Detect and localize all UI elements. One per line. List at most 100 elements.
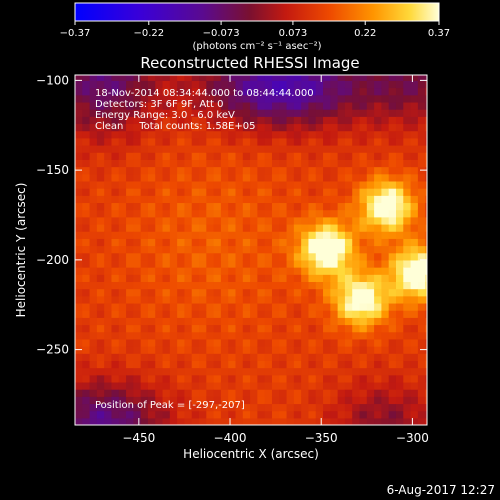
heatmap-cell xyxy=(388,231,397,239)
heatmap-cell xyxy=(104,338,113,347)
heatmap-cell xyxy=(169,410,178,419)
heatmap-cell xyxy=(388,173,397,182)
heatmap-cell xyxy=(184,87,193,96)
heatmap-cell xyxy=(308,75,317,81)
heatmap-cell xyxy=(140,403,149,412)
heatmap-cell xyxy=(403,223,412,232)
heatmap-cell xyxy=(206,281,215,290)
heatmap-cell xyxy=(82,302,91,311)
heatmap-cell xyxy=(133,267,142,275)
colorbar-unit-label: (photons cm⁻² s⁻¹ asec⁻²) xyxy=(192,41,321,52)
heatmap-cell xyxy=(366,338,375,347)
heatmap-cell xyxy=(359,123,368,132)
heatmap-cell xyxy=(191,159,200,168)
heatmap-cell xyxy=(359,267,368,275)
heatmap-cell xyxy=(337,101,346,110)
heatmap-cell xyxy=(199,245,207,254)
heatmap-cell xyxy=(96,252,105,261)
heatmap-cell xyxy=(417,281,426,290)
heatmap-cell xyxy=(315,152,324,160)
heatmap-cell xyxy=(199,389,207,397)
heatmap-cell xyxy=(184,267,193,275)
heatmap-cell xyxy=(162,389,171,397)
heatmap-cell xyxy=(323,195,331,204)
heatmap-cell xyxy=(104,353,113,361)
heatmap-cell xyxy=(323,109,331,117)
heatmap-cell xyxy=(286,295,295,304)
heatmap-cell xyxy=(264,274,273,283)
heatmap-cell xyxy=(82,188,91,196)
heatmap-cell xyxy=(395,252,404,261)
heatmap-cell xyxy=(228,403,237,412)
heatmap-cell xyxy=(359,94,368,103)
heatmap-cell xyxy=(220,367,229,376)
heatmap-cell xyxy=(199,231,207,239)
heatmap-cell xyxy=(366,238,375,247)
heatmap-cell xyxy=(242,281,251,290)
heatmap-cell xyxy=(235,238,244,247)
heatmap-cell xyxy=(381,389,390,397)
heatmap-cell xyxy=(352,195,361,204)
heatmap-cell xyxy=(293,216,302,225)
heatmap-cell xyxy=(199,396,207,405)
heatmap-cell xyxy=(403,87,412,96)
heatmap-cell xyxy=(228,87,237,96)
heatmap-cell xyxy=(264,295,273,304)
heatmap-cell xyxy=(308,346,317,354)
heatmap-cell xyxy=(147,166,156,175)
heatmap-cell xyxy=(155,231,164,239)
heatmap-cell xyxy=(133,209,142,218)
heatmap-cell xyxy=(410,396,419,405)
heatmap-cell xyxy=(82,231,91,239)
heatmap-cell xyxy=(352,238,361,247)
heatmap-cell xyxy=(199,159,207,168)
heatmap-cell xyxy=(89,123,98,132)
heatmap-cell xyxy=(126,295,134,304)
heatmap-cell xyxy=(96,180,105,189)
heatmap-cell xyxy=(395,331,404,340)
heatmap-cell xyxy=(169,216,178,225)
heatmap-cell xyxy=(366,367,375,376)
heatmap-cell xyxy=(417,367,426,376)
heatmap-cell xyxy=(184,159,193,168)
heatmap-cell xyxy=(169,245,178,254)
heatmap-cell xyxy=(374,101,383,110)
heatmap-cell xyxy=(323,259,331,268)
heatmap-cell xyxy=(279,123,288,132)
heatmap-cell xyxy=(75,223,83,232)
heatmap-cell xyxy=(104,101,113,110)
heatmap-cell xyxy=(359,374,368,383)
heatmap-cell xyxy=(206,223,215,232)
heatmap-cell xyxy=(140,338,149,347)
heatmap-cell xyxy=(169,238,178,247)
heatmap-cell xyxy=(111,202,120,211)
heatmap-cell xyxy=(374,310,383,318)
heatmap-cell xyxy=(308,231,317,239)
heatmap-cell xyxy=(388,346,397,354)
heatmap-cell xyxy=(286,417,295,425)
heatmap-cell xyxy=(213,295,222,304)
heatmap-cell xyxy=(220,137,229,146)
heatmap-cell xyxy=(111,180,120,189)
heatmap-cell xyxy=(337,137,346,146)
heatmap-cell xyxy=(410,259,419,268)
heatmap-cell xyxy=(191,180,200,189)
heatmap-cell xyxy=(213,195,222,204)
heatmap-cell xyxy=(403,346,412,354)
heatmap-cell xyxy=(344,166,353,175)
heatmap-cell xyxy=(271,353,280,361)
heatmap-cell xyxy=(104,87,113,96)
heatmap-cell xyxy=(257,166,266,175)
heatmap-cell xyxy=(89,302,98,311)
heatmap-cell xyxy=(147,281,156,290)
heatmap-cell xyxy=(213,216,222,225)
heatmap-cell xyxy=(279,310,288,318)
heatmap-cell xyxy=(286,310,295,318)
heatmap-cell xyxy=(381,87,390,96)
heatmap-cell xyxy=(403,338,412,347)
heatmap-cell xyxy=(199,202,207,211)
heatmap-cell xyxy=(96,324,105,333)
heatmap-cell xyxy=(177,417,186,425)
heatmap-cell xyxy=(352,130,361,139)
heatmap-cell xyxy=(133,188,142,196)
